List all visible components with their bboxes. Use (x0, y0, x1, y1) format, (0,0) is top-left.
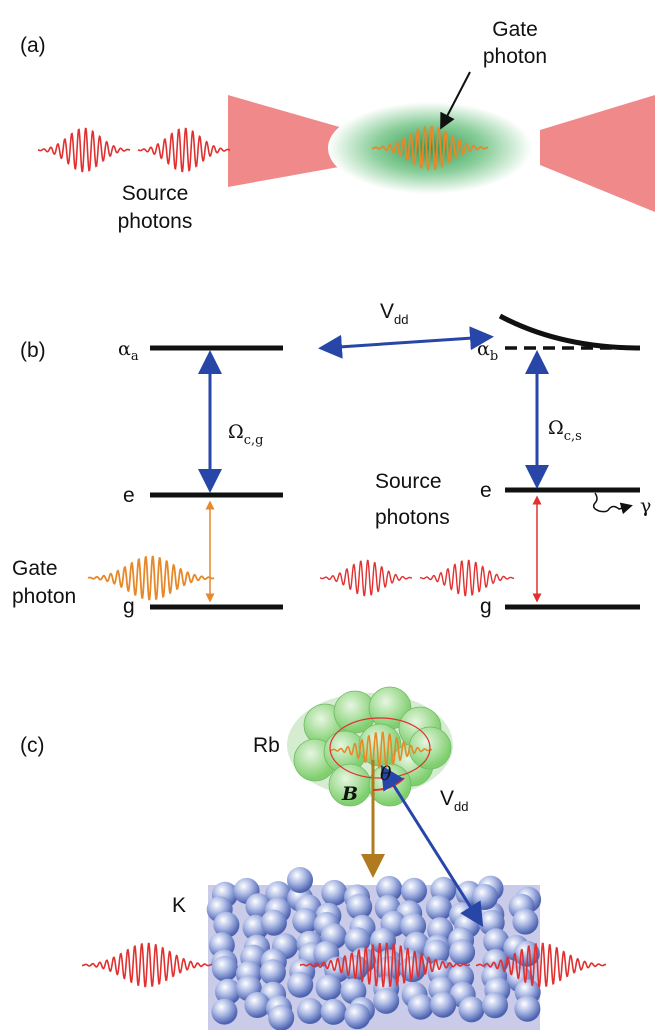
subscript: a (131, 349, 139, 364)
label: photons (375, 506, 450, 529)
symbol: V (380, 300, 394, 323)
symbol: α (118, 338, 131, 360)
label: photons (118, 210, 193, 233)
subscript: b (490, 349, 498, 364)
atom (321, 999, 347, 1025)
atom (512, 909, 538, 935)
panel-label: (c) (20, 734, 45, 757)
panel-label: (a) (20, 34, 46, 57)
decay-label: γ (640, 495, 651, 517)
wave-packet (138, 129, 230, 172)
wave-packet (38, 129, 130, 172)
label: photon (483, 45, 547, 68)
atom (401, 878, 427, 904)
symbol: α (477, 338, 490, 360)
atom (211, 999, 237, 1025)
wave-packet (88, 557, 214, 600)
atom (344, 1003, 370, 1029)
symbol: Ω (548, 417, 564, 439)
atom (297, 998, 323, 1024)
wave-packet (82, 944, 212, 987)
atom (261, 910, 287, 936)
atom (260, 959, 286, 985)
beam-right (540, 95, 655, 212)
level-label: αb (477, 338, 498, 364)
atom (212, 956, 238, 982)
atom (472, 884, 498, 910)
level-label: e (480, 479, 492, 502)
subscript: dd (454, 799, 468, 814)
level-label: g (480, 595, 492, 618)
atom (430, 992, 456, 1018)
atom (482, 992, 508, 1018)
coupling-arrow (324, 337, 488, 348)
decay-arrow (594, 493, 630, 512)
label: K (172, 894, 186, 917)
atom (373, 988, 399, 1014)
atom (459, 996, 485, 1022)
angle-label: θ (380, 763, 392, 785)
coupling-label: Vdd (440, 787, 468, 814)
field-label: B (341, 783, 358, 805)
symbol: V (440, 787, 454, 810)
subscript: c,s (564, 429, 582, 444)
coupling-label: Vdd (380, 300, 408, 327)
label: Rb (253, 734, 280, 757)
figure: (a) Gate photon Source photons (b) Vdd α… (0, 0, 658, 1030)
wave-packet (420, 561, 514, 596)
level-label: αa (118, 338, 139, 364)
panel-label: (b) (20, 339, 46, 362)
atom (287, 867, 313, 893)
label: Gate (12, 557, 58, 580)
subscript: c,g (244, 433, 264, 448)
atom (316, 975, 342, 1001)
symbol: Ω (228, 421, 244, 443)
atom (287, 972, 313, 998)
label: Source (122, 182, 189, 205)
rabi-label: Ωc,s (548, 417, 582, 444)
level-label: e (123, 484, 135, 507)
potential-curve (500, 316, 640, 348)
atom (514, 996, 540, 1022)
atom (268, 1005, 294, 1030)
subscript: dd (394, 312, 408, 327)
label: Gate (492, 18, 538, 41)
wave-packet (320, 561, 412, 596)
level-label: g (123, 595, 135, 618)
atom (449, 939, 475, 965)
atom (408, 994, 434, 1020)
rabi-label: Ωc,g (228, 421, 264, 448)
atom (321, 880, 347, 906)
label: photon (12, 585, 76, 608)
label: Source (375, 470, 442, 493)
